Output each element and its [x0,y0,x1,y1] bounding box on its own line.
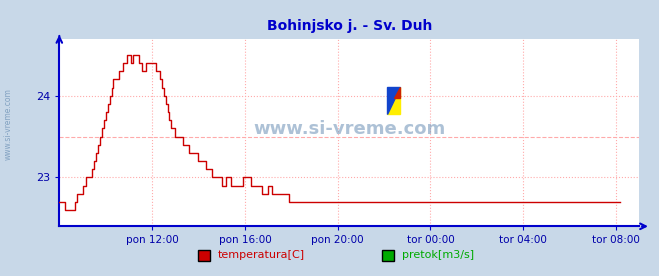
Text: pretok[m3/s]: pretok[m3/s] [402,250,474,260]
Title: Bohinjsko j. - Sv. Duh: Bohinjsko j. - Sv. Duh [267,19,432,33]
Text: www.si-vreme.com: www.si-vreme.com [253,120,445,138]
Polygon shape [387,87,400,114]
Polygon shape [387,87,400,114]
Text: temperatura[C]: temperatura[C] [217,250,304,260]
Text: www.si-vreme.com: www.si-vreme.com [3,88,13,160]
Polygon shape [394,87,400,98]
